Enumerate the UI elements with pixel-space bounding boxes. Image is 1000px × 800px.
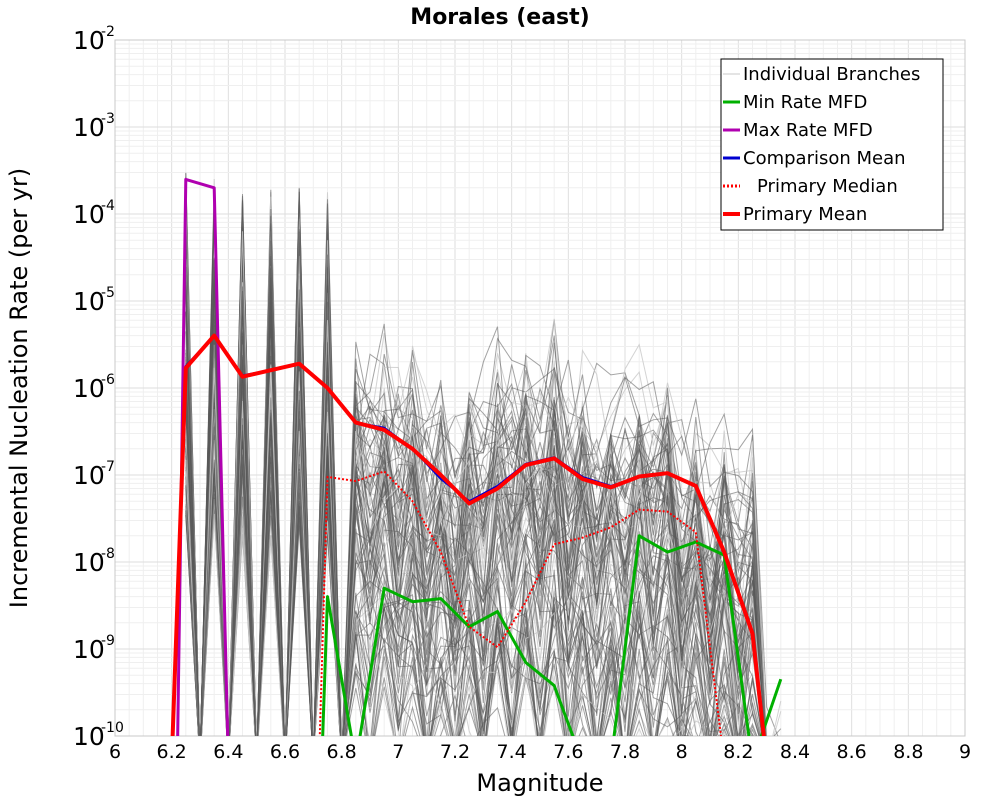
- branch-line: [185, 231, 765, 736]
- branch-line: [185, 201, 766, 736]
- y-tick-label: 10-8: [73, 546, 115, 577]
- x-tick-label: 8: [676, 741, 688, 763]
- legend-box: [720, 58, 944, 231]
- branch-line: [185, 253, 766, 736]
- branch-line: [185, 266, 766, 736]
- branch-line: [185, 268, 766, 736]
- branch-line: [185, 198, 766, 736]
- branch-line: [185, 193, 731, 736]
- y-tick-exponent: -4: [101, 198, 115, 214]
- legend-entry: Comparison Mean: [743, 148, 906, 169]
- legend-entry: Primary Median: [757, 176, 898, 197]
- y-tick-base: 10: [73, 635, 105, 664]
- y-axis-label: Incremental Nucleation Rate (per yr): [5, 168, 33, 608]
- y-tick-label: 10-2: [73, 24, 115, 55]
- y-tick-base: 10: [73, 374, 105, 403]
- y-tick-exponent: -2: [101, 24, 115, 40]
- legend-entry: Individual Branches: [743, 64, 920, 85]
- y-tick-base: 10: [73, 722, 105, 751]
- branch-line: [185, 255, 763, 736]
- branch-line: [185, 199, 765, 736]
- y-tick-base: 10: [73, 200, 105, 229]
- branch-line: [185, 200, 766, 736]
- x-tick-label: 9: [959, 741, 971, 763]
- chart-title: Morales (east): [410, 5, 589, 30]
- branch-line: [185, 274, 766, 736]
- y-tick-exponent: -10: [101, 720, 124, 736]
- x-tick-label: 7.6: [553, 741, 583, 763]
- series-lines: [170, 177, 783, 736]
- y-tick-exponent: -3: [101, 111, 115, 127]
- x-tick-label: 6.4: [213, 741, 243, 763]
- x-tick-label: 7.8: [610, 741, 640, 763]
- primary-mean-line: [170, 333, 766, 736]
- branch-line: [185, 202, 766, 736]
- x-tick-label: 7: [392, 741, 404, 763]
- branch-line: [185, 263, 766, 736]
- y-tick-base: 10: [73, 548, 105, 577]
- branch-line: [185, 231, 766, 736]
- branch-line: [185, 208, 720, 736]
- y-tick-exponent: -6: [101, 372, 115, 388]
- branch-line: [185, 266, 766, 736]
- branch-line: [185, 216, 765, 736]
- branch-line: [185, 258, 755, 736]
- y-tick-label: 10-9: [73, 633, 115, 664]
- branch-line: [185, 203, 763, 736]
- legend: Individual Branches Min Rate MFD Max Rate …: [720, 58, 944, 231]
- x-axis-ticks: 6 6.2 6.4 6.6 6.8 7 7.2 7.4 7.6 7.8 8 8.2 8.4 8.6 8.8 9: [109, 741, 971, 763]
- y-tick-label: 10-4: [73, 198, 115, 229]
- y-tick-label: 10-6: [73, 372, 115, 403]
- branch-line: [185, 203, 766, 736]
- x-tick-label: 6.6: [270, 741, 300, 763]
- individual-branches: [185, 172, 782, 736]
- branch-line: [185, 209, 765, 736]
- branch-line: [185, 210, 766, 736]
- y-tick-label: 10-5: [73, 285, 115, 316]
- branch-line: [185, 243, 779, 736]
- branch-line: [185, 334, 747, 736]
- y-tick-exponent: -8: [101, 546, 115, 562]
- x-tick-label: 6: [109, 741, 121, 763]
- branch-line: [185, 260, 782, 736]
- x-tick-label: 8.8: [893, 741, 923, 763]
- x-tick-label: 7.2: [440, 741, 470, 763]
- branch-line: [185, 282, 728, 736]
- x-tick-label: 8.2: [723, 741, 753, 763]
- legend-entry: Primary Mean: [743, 204, 867, 225]
- x-tick-label: 8.6: [837, 741, 867, 763]
- y-tick-exponent: -7: [101, 459, 115, 475]
- branch-line: [185, 229, 766, 736]
- branch-line: [185, 194, 692, 736]
- branch-line: [185, 211, 766, 736]
- x-tick-label: 6.2: [157, 741, 187, 763]
- branch-line: [185, 192, 765, 736]
- branch-line: [185, 231, 766, 736]
- y-tick-exponent: -9: [101, 633, 115, 649]
- x-axis-label: Magnitude: [476, 769, 603, 797]
- branch-line: [185, 276, 766, 736]
- y-tick-base: 10: [73, 461, 105, 490]
- legend-entry: Max Rate MFD: [743, 120, 873, 141]
- branch-line: [185, 254, 679, 736]
- y-tick-base: 10: [73, 113, 105, 142]
- branch-line: [185, 259, 728, 736]
- y-tick-label: 10-7: [73, 459, 115, 490]
- y-tick-exponent: -5: [101, 285, 115, 301]
- y-tick-base: 10: [73, 26, 105, 55]
- x-tick-label: 8.4: [780, 741, 810, 763]
- branch-line: [185, 193, 760, 736]
- branch-line: [185, 195, 767, 736]
- y-tick-label: 10-10: [73, 720, 124, 751]
- legend-entry: Min Rate MFD: [743, 92, 867, 113]
- y-tick-base: 10: [73, 287, 105, 316]
- x-tick-label: 6.8: [327, 741, 357, 763]
- primary-median-line: [318, 470, 722, 736]
- y-tick-label: 10-3: [73, 111, 115, 142]
- x-tick-label: 7.4: [497, 741, 527, 763]
- min-rate-mfd-line: [321, 534, 783, 736]
